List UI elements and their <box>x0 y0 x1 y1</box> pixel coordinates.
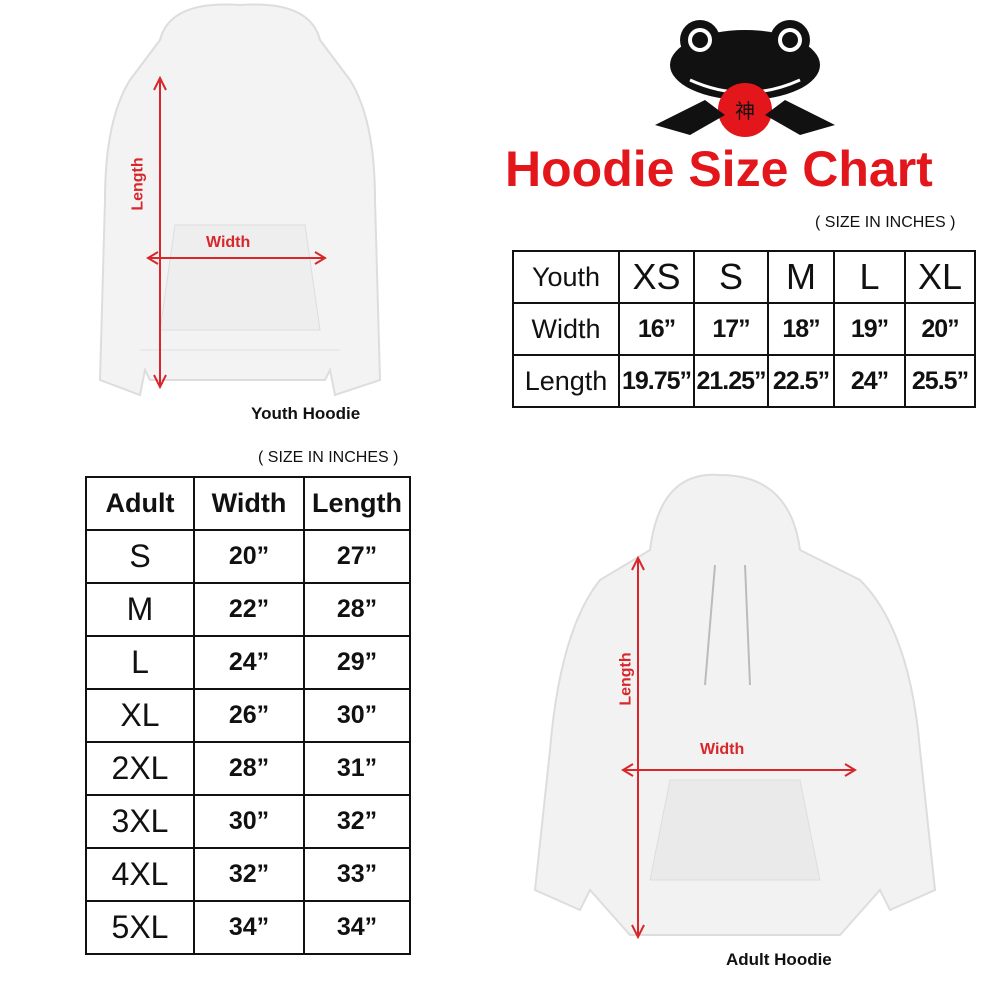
table-row: M 22” 28” <box>85 582 411 637</box>
table-row: L 24” 29” <box>85 635 411 690</box>
length-cell: 30” <box>303 688 411 743</box>
adult-length-label: Length <box>617 652 635 706</box>
size-cell: S <box>85 529 195 584</box>
cell: 19.75” <box>618 354 695 408</box>
cell: 20” <box>904 302 976 356</box>
table-row: 4XL 32” 33” <box>85 847 411 902</box>
adult-size-table: Adult Width Length S 20” 27” M 22” 28” L 24” 29”… <box>85 476 411 955</box>
youth-header: Youth <box>512 250 620 304</box>
width-cell: 26” <box>193 688 305 743</box>
cell: 18” <box>767 302 835 356</box>
adult-unit-note: ( SIZE IN INCHES ) <box>258 449 399 466</box>
size-m: M <box>767 250 835 304</box>
youth-width-label: Width <box>206 234 251 251</box>
size-cell: 4XL <box>85 847 195 902</box>
size-cell: 5XL <box>85 900 195 955</box>
youth-size-table: Youth XS S M L XL Width 16” 17” 18” 19” … <box>512 250 976 408</box>
width-cell: 34” <box>193 900 305 955</box>
table-row: Adult Width Length <box>85 476 411 531</box>
width-cell: 28” <box>193 741 305 796</box>
table-row: Length 19.75” 21.25” 22.5” 24” 25.5” <box>512 354 976 408</box>
youth-caption: Youth Hoodie <box>251 404 361 423</box>
length-header: Length <box>303 476 411 531</box>
size-xl: XL <box>904 250 976 304</box>
size-cell: 3XL <box>85 794 195 849</box>
cell: 22.5” <box>767 354 835 408</box>
cell: 24” <box>833 354 906 408</box>
length-cell: 28” <box>303 582 411 637</box>
cell: 16” <box>618 302 695 356</box>
size-cell: 2XL <box>85 741 195 796</box>
adult-header: Adult <box>85 476 195 531</box>
length-cell: 27” <box>303 529 411 584</box>
table-row: 5XL 34” 34” <box>85 900 411 955</box>
width-cell: 32” <box>193 847 305 902</box>
length-cell: 32” <box>303 794 411 849</box>
size-cell: M <box>85 582 195 637</box>
row-label: Length <box>512 354 620 408</box>
adult-hoodie-image <box>533 473 937 940</box>
width-cell: 22” <box>193 582 305 637</box>
length-cell: 34” <box>303 900 411 955</box>
cell: 25.5” <box>904 354 976 408</box>
youth-unit-note: ( SIZE IN INCHES ) <box>815 214 956 231</box>
adult-width-label: Width <box>700 741 745 758</box>
table-row: XL 26” 30” <box>85 688 411 743</box>
frog-logo: 神 <box>655 20 835 137</box>
width-cell: 24” <box>193 635 305 690</box>
youth-length-label: Length <box>129 157 147 211</box>
youth-hoodie-image <box>98 3 382 397</box>
length-cell: 29” <box>303 635 411 690</box>
size-l: L <box>833 250 906 304</box>
row-label: Width <box>512 302 620 356</box>
length-cell: 31” <box>303 741 411 796</box>
width-cell: 20” <box>193 529 305 584</box>
cell: 21.25” <box>693 354 769 408</box>
table-row: Width 16” 17” 18” 19” 20” <box>512 302 976 356</box>
table-row: 3XL 30” 32” <box>85 794 411 849</box>
cell: 19” <box>833 302 906 356</box>
size-cell: L <box>85 635 195 690</box>
size-xs: XS <box>618 250 695 304</box>
table-row: Youth XS S M L XL <box>512 250 976 304</box>
table-row: S 20” 27” <box>85 529 411 584</box>
size-cell: XL <box>85 688 195 743</box>
table-row: 2XL 28” 31” <box>85 741 411 796</box>
size-s: S <box>693 250 769 304</box>
width-header: Width <box>193 476 305 531</box>
length-cell: 33” <box>303 847 411 902</box>
cell: 17” <box>693 302 769 356</box>
logo-glyph: 神 <box>735 100 755 123</box>
width-cell: 30” <box>193 794 305 849</box>
adult-caption: Adult Hoodie <box>726 950 832 969</box>
page-title: Hoodie Size Chart <box>505 141 933 197</box>
